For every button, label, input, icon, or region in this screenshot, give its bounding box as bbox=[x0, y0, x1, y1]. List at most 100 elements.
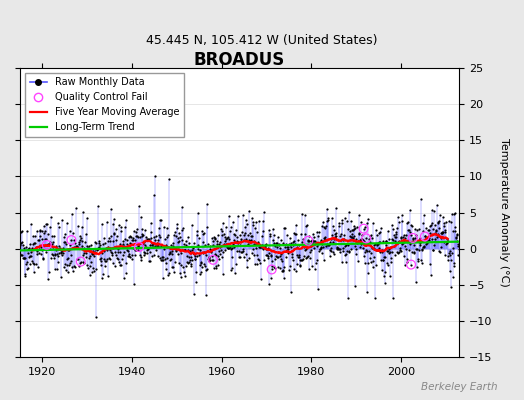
Point bbox=[145, 236, 153, 242]
Point bbox=[205, 246, 214, 252]
Point bbox=[29, 241, 38, 247]
Point bbox=[435, 212, 444, 218]
Point bbox=[258, 232, 267, 239]
Point bbox=[84, 245, 92, 252]
Point bbox=[454, 240, 462, 247]
Point bbox=[148, 240, 156, 246]
Point bbox=[424, 227, 432, 233]
Point bbox=[111, 263, 119, 269]
Point bbox=[388, 236, 397, 243]
Point bbox=[81, 250, 90, 256]
Point bbox=[409, 235, 417, 241]
Point bbox=[303, 222, 311, 228]
Point bbox=[396, 247, 404, 253]
Point bbox=[396, 245, 405, 251]
Point bbox=[416, 241, 424, 248]
Point bbox=[292, 268, 301, 274]
Point bbox=[139, 240, 147, 247]
Point bbox=[364, 216, 372, 222]
Point bbox=[38, 246, 47, 253]
Point bbox=[308, 262, 316, 269]
Point bbox=[25, 261, 34, 267]
Point bbox=[406, 229, 414, 236]
Point bbox=[216, 250, 224, 257]
Point bbox=[238, 249, 246, 255]
Point bbox=[269, 232, 278, 238]
Point bbox=[327, 245, 335, 252]
Point bbox=[176, 233, 184, 240]
Point bbox=[404, 226, 412, 233]
Point bbox=[175, 238, 183, 245]
Point bbox=[82, 231, 90, 238]
Point bbox=[427, 222, 435, 228]
Point bbox=[134, 246, 143, 253]
Point bbox=[290, 230, 298, 237]
Point bbox=[18, 238, 27, 245]
Point bbox=[297, 257, 305, 264]
Point bbox=[293, 252, 301, 258]
Point bbox=[432, 228, 441, 234]
Point bbox=[428, 220, 436, 226]
Point bbox=[51, 252, 59, 258]
Point bbox=[296, 262, 304, 269]
Point bbox=[434, 219, 442, 226]
Point bbox=[451, 228, 459, 234]
Point bbox=[191, 256, 199, 262]
Point bbox=[417, 195, 425, 202]
Point bbox=[373, 232, 381, 238]
Point bbox=[149, 192, 158, 198]
Point bbox=[223, 234, 231, 241]
Point bbox=[57, 250, 65, 256]
Point bbox=[356, 236, 365, 243]
Point bbox=[210, 265, 219, 271]
Point bbox=[110, 231, 118, 238]
Point bbox=[248, 222, 257, 228]
Point bbox=[114, 246, 123, 252]
Point bbox=[368, 220, 377, 226]
Point bbox=[258, 218, 267, 224]
Point bbox=[335, 246, 344, 252]
Point bbox=[182, 241, 191, 248]
Point bbox=[376, 249, 384, 255]
Point bbox=[359, 237, 367, 243]
Point bbox=[271, 265, 280, 272]
Point bbox=[374, 241, 383, 248]
Point bbox=[230, 244, 238, 250]
Point bbox=[202, 201, 211, 208]
Point bbox=[95, 244, 104, 250]
Point bbox=[73, 256, 82, 263]
Point bbox=[81, 239, 90, 245]
Point bbox=[255, 218, 264, 224]
Point bbox=[62, 241, 70, 248]
Point bbox=[315, 239, 324, 246]
Point bbox=[141, 242, 149, 248]
Point bbox=[416, 234, 424, 241]
Point bbox=[452, 234, 461, 240]
Point bbox=[90, 268, 99, 274]
Point bbox=[166, 249, 174, 256]
Point bbox=[325, 242, 333, 248]
Point bbox=[38, 242, 47, 249]
Point bbox=[265, 250, 273, 256]
Point bbox=[94, 238, 103, 244]
Point bbox=[159, 254, 167, 260]
Point bbox=[155, 225, 163, 232]
Point bbox=[185, 257, 194, 264]
Point bbox=[351, 283, 359, 289]
Point bbox=[156, 234, 165, 240]
Point bbox=[157, 256, 166, 263]
Point bbox=[106, 246, 114, 253]
Point bbox=[98, 275, 106, 281]
Point bbox=[343, 218, 351, 224]
Point bbox=[145, 258, 154, 264]
Point bbox=[147, 228, 156, 235]
Point bbox=[401, 262, 409, 268]
Point bbox=[46, 238, 54, 245]
Point bbox=[244, 232, 252, 238]
Point bbox=[366, 239, 375, 245]
Point bbox=[304, 233, 313, 240]
Point bbox=[411, 226, 419, 232]
Point bbox=[137, 254, 145, 261]
Point bbox=[287, 244, 296, 250]
Point bbox=[80, 260, 88, 266]
